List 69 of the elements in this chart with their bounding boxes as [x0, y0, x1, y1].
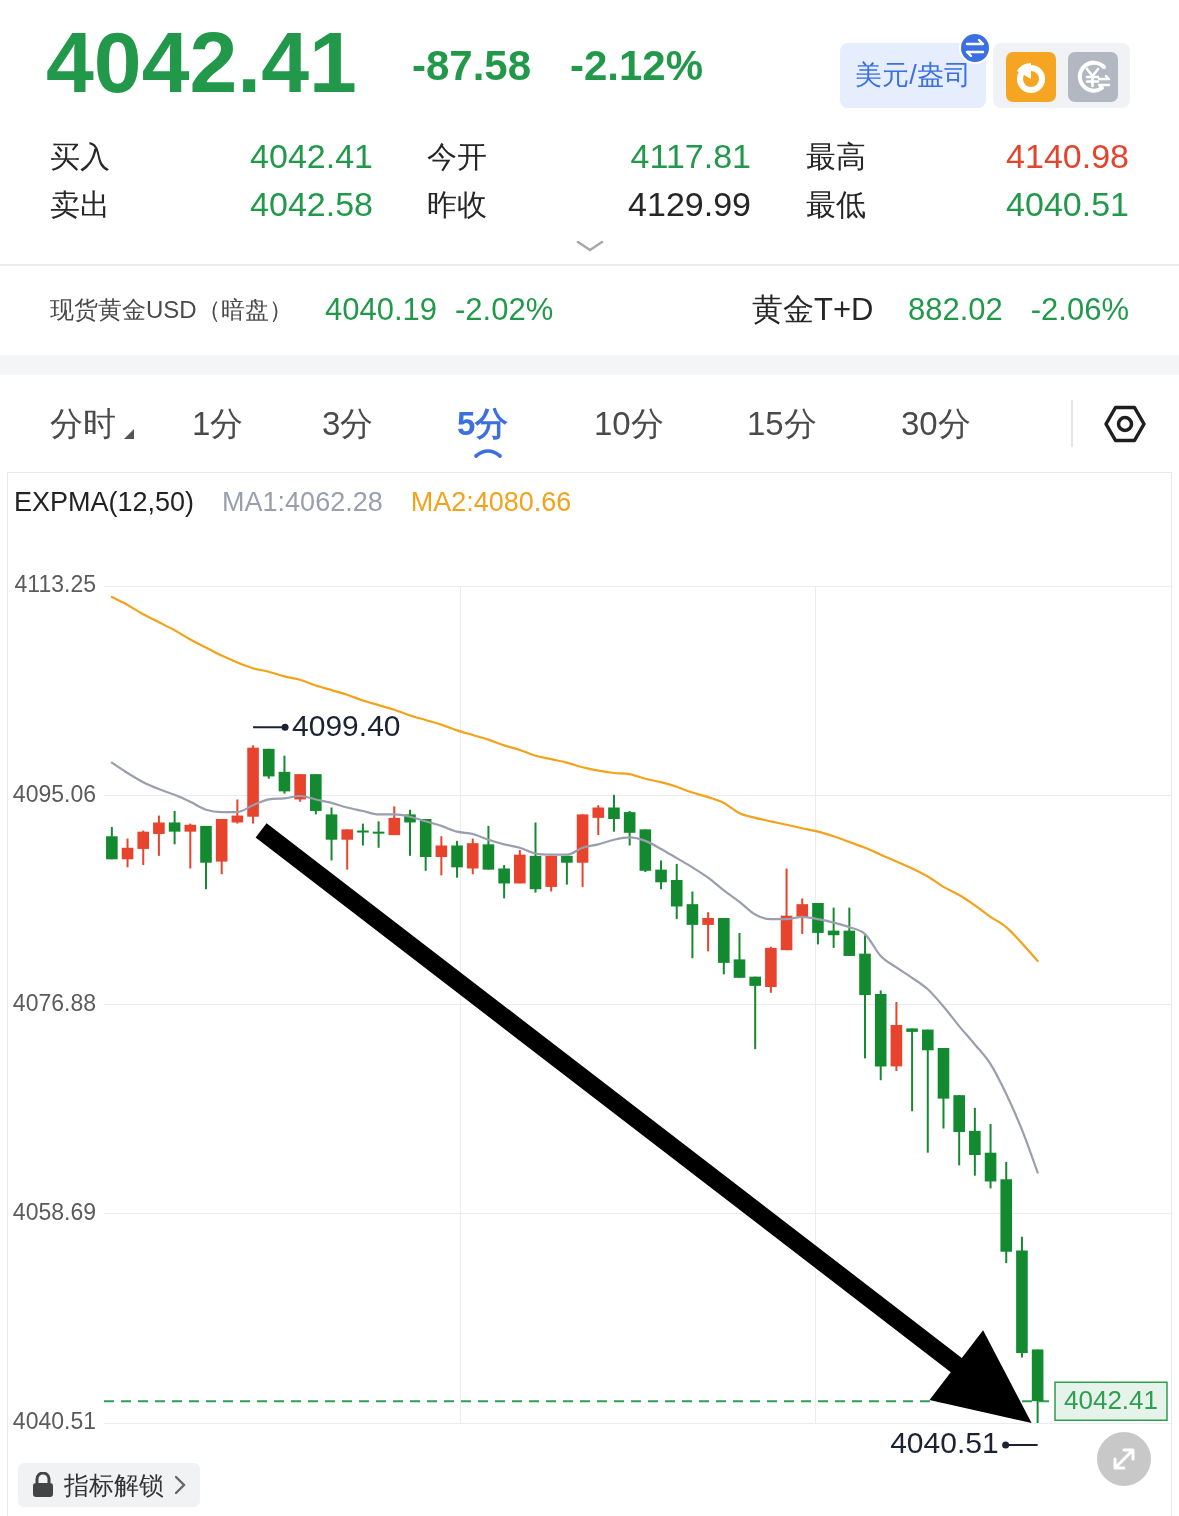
text: MA1:4062.28 — [222, 487, 383, 519]
candlestick — [278, 754, 291, 795]
text: 30分 — [901, 405, 971, 443]
text: 882.02 — [908, 292, 1003, 328]
candlestick — [184, 822, 197, 870]
text: 4140.98 — [1006, 137, 1129, 177]
text: 买入 — [50, 139, 110, 175]
text: 分时 — [50, 405, 116, 443]
candlestick — [498, 864, 510, 900]
text: MA2:4080.66 — [410, 487, 572, 519]
text: 最高 — [806, 139, 866, 175]
candlestick — [137, 829, 150, 867]
text: 4040.51 — [890, 1426, 999, 1460]
text: 4042.41 — [250, 137, 373, 177]
text: 卖出 — [50, 187, 110, 223]
text: 最低 — [806, 187, 866, 223]
text: -2.06% — [1030, 292, 1129, 328]
candlestick — [608, 793, 620, 833]
candlestick — [121, 837, 134, 869]
candlestick — [561, 854, 573, 886]
text: -2.12% — [570, 41, 704, 91]
candlestick — [168, 809, 181, 846]
candlestick — [435, 835, 448, 877]
line-series — [110, 761, 1039, 1174]
candlestick — [106, 826, 118, 861]
text: 昨收 — [427, 187, 487, 223]
button: 指标解锁 — [18, 1463, 200, 1507]
text: 10分 — [594, 405, 664, 443]
text: 美元/盎司 — [855, 60, 971, 92]
text: 1分 — [192, 405, 244, 443]
ref-line-label: 4042.41 — [1064, 1385, 1158, 1416]
text: 3分 — [322, 405, 374, 443]
legend-title: EXPMA(12,50) — [14, 487, 195, 519]
text: -87.58 — [412, 41, 532, 91]
candlestick — [451, 839, 463, 879]
candlestick — [153, 814, 165, 857]
candlestick — [686, 890, 699, 960]
y-tick-label: 4095.06 — [12, 780, 96, 807]
y-tick-label: 4058.69 — [12, 1199, 96, 1226]
text: 4129.99 — [628, 185, 751, 225]
candlestick — [388, 805, 401, 837]
candlestick — [655, 859, 667, 891]
text: 4040.19 — [325, 292, 438, 328]
candlestick — [357, 822, 369, 847]
y-tick-label: 4076.88 — [12, 989, 96, 1016]
text: 今开 — [427, 139, 487, 175]
y-tick-label: 4113.25 — [14, 571, 96, 598]
text: -2.02% — [455, 292, 554, 328]
candlestick — [906, 1027, 918, 1113]
candlestick — [623, 809, 636, 847]
candlestick — [341, 828, 354, 871]
text: 4042.58 — [250, 185, 373, 225]
candlestick — [592, 804, 605, 837]
candlestick — [921, 1028, 934, 1154]
candlestick — [702, 911, 714, 953]
line-series — [110, 595, 1039, 963]
text: 15分 — [747, 405, 817, 443]
annotation: 4099.40 — [292, 708, 401, 742]
y-tick-label: 4040.51 — [12, 1408, 96, 1435]
text: 4040.51 — [1006, 185, 1129, 225]
candlestick — [749, 975, 761, 1051]
text: 4042.41 — [46, 12, 357, 112]
candlestick — [733, 931, 746, 979]
text: 4117.81 — [630, 137, 751, 177]
candlestick — [372, 820, 385, 849]
text: 5分 — [457, 405, 509, 443]
text: 黄金T+D — [752, 292, 874, 328]
candlestick — [796, 897, 809, 936]
text: 现货黄金USD（暗盘） — [50, 296, 293, 324]
